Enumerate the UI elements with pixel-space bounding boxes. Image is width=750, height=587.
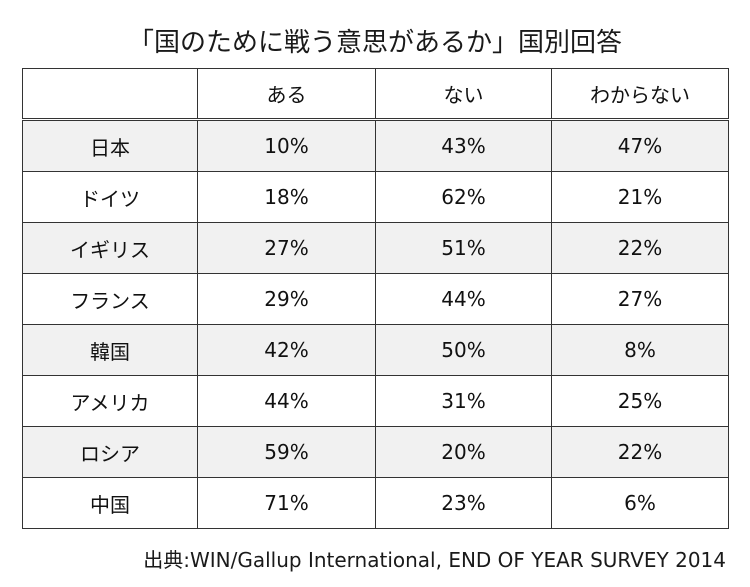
no-cell: 20% <box>375 426 552 478</box>
country-cell: フランス <box>22 273 198 325</box>
survey-table: ある ない わからない 日本 10% 43% 47% ドイツ 18% 62% 2… <box>22 68 729 529</box>
table-title: 「国のために戦う意思があるか」国別回答 <box>127 28 622 58</box>
dont-know-cell: 22% <box>551 426 729 478</box>
dont-know-cell: 8% <box>551 324 729 376</box>
yes-cell: 44% <box>197 375 376 427</box>
yes-cell: 59% <box>197 426 376 478</box>
header-row: ある ない わからない <box>22 68 729 120</box>
header-dont-know: わからない <box>551 68 729 120</box>
yes-cell: 29% <box>197 273 376 325</box>
table-row: イギリス 27% 51% 22% <box>22 222 729 274</box>
table-row: 中国 71% 23% 6% <box>22 477 729 529</box>
dont-know-cell: 47% <box>551 119 729 172</box>
yes-cell: 71% <box>197 477 376 529</box>
table-row: ドイツ 18% 62% 21% <box>22 171 729 223</box>
country-cell: 中国 <box>22 477 198 529</box>
country-cell: 韓国 <box>22 324 198 376</box>
country-cell: ロシア <box>22 426 198 478</box>
header-yes: ある <box>197 68 376 120</box>
source-note: 出典:WIN/Gallup International, END OF YEAR… <box>143 548 726 572</box>
no-cell: 50% <box>375 324 552 376</box>
dont-know-cell: 22% <box>551 222 729 274</box>
country-cell: イギリス <box>22 222 198 274</box>
country-cell: 日本 <box>22 119 198 172</box>
table-row: ロシア 59% 20% 22% <box>22 426 729 478</box>
header-country <box>22 68 198 120</box>
table-row: 韓国 42% 50% 8% <box>22 324 729 376</box>
table-row: 日本 10% 43% 47% <box>22 119 729 172</box>
no-cell: 51% <box>375 222 552 274</box>
table-row: アメリカ 44% 31% 25% <box>22 375 729 427</box>
no-cell: 31% <box>375 375 552 427</box>
yes-cell: 10% <box>197 119 376 172</box>
yes-cell: 42% <box>197 324 376 376</box>
country-cell: ドイツ <box>22 171 198 223</box>
dont-know-cell: 21% <box>551 171 729 223</box>
yes-cell: 18% <box>197 171 376 223</box>
dont-know-cell: 27% <box>551 273 729 325</box>
dont-know-cell: 6% <box>551 477 729 529</box>
no-cell: 43% <box>375 119 552 172</box>
no-cell: 23% <box>375 477 552 529</box>
yes-cell: 27% <box>197 222 376 274</box>
country-cell: アメリカ <box>22 375 198 427</box>
header-no: ない <box>375 68 552 120</box>
no-cell: 62% <box>375 171 552 223</box>
dont-know-cell: 25% <box>551 375 729 427</box>
table-row: フランス 29% 44% 27% <box>22 273 729 325</box>
no-cell: 44% <box>375 273 552 325</box>
